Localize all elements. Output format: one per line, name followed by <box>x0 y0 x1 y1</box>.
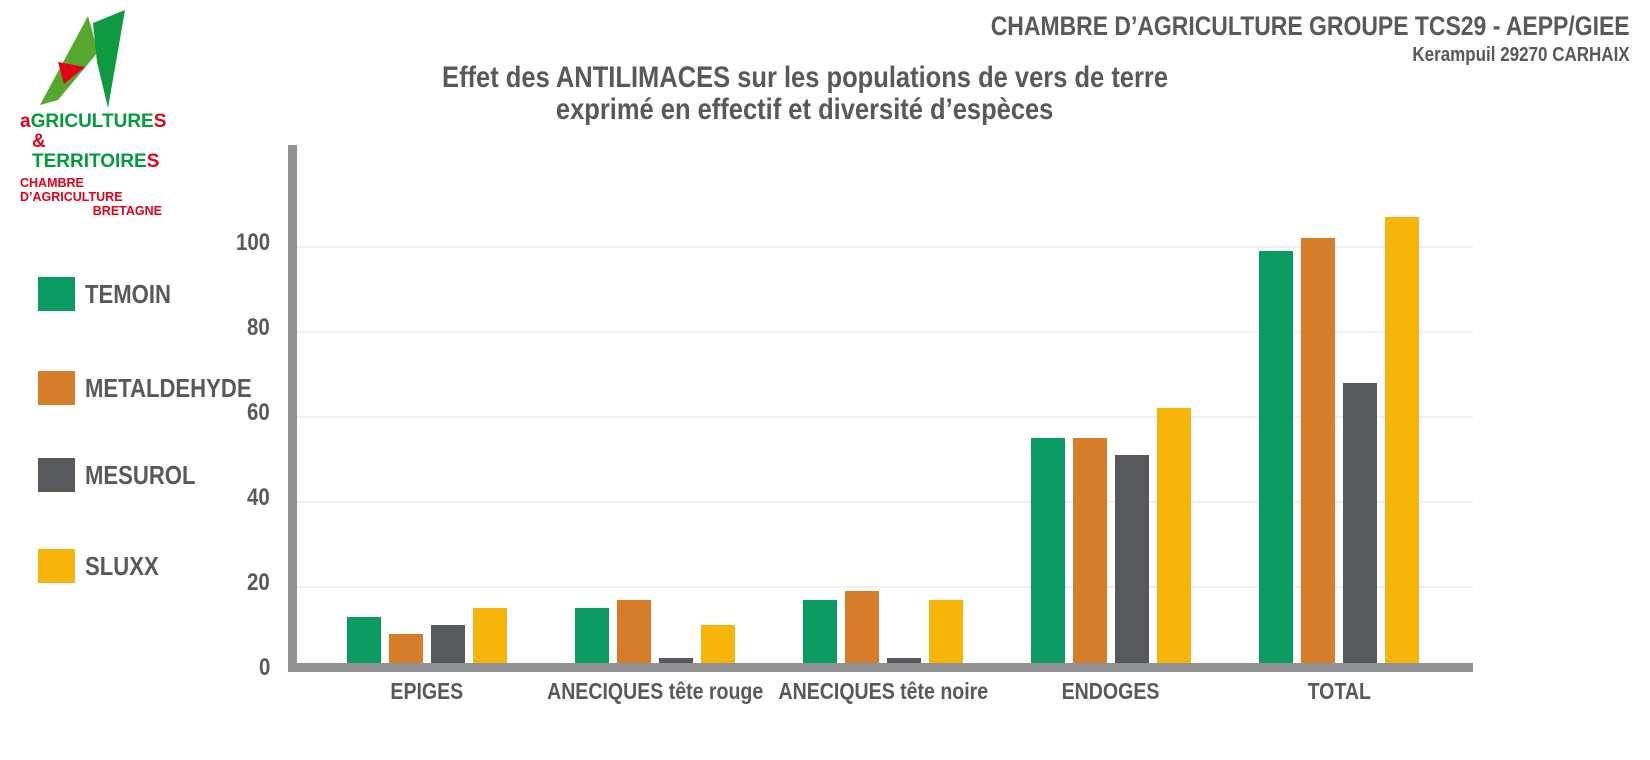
x-category-text: ANECIQUES tête noire <box>778 678 988 704</box>
legend-label-text: METALDEHYDE <box>85 373 252 403</box>
y-tick-label-0: 0 <box>180 655 270 681</box>
chart-title: Effet des ANTILIMACES sur les population… <box>300 62 1310 126</box>
y-tick-label-60: 60 <box>180 400 270 426</box>
bar-metaldehyde-1 <box>617 600 651 663</box>
y-tick-text: 0 <box>258 654 270 681</box>
logo-line-chambre: CHAMBRE D’AGRICULTURE <box>20 176 123 204</box>
bar-metaldehyde-0 <box>389 634 423 663</box>
bar-temoin-3 <box>1031 438 1065 663</box>
logo-line-territoires: & TERRITOIRES <box>20 132 162 172</box>
gridline-60 <box>297 416 1473 418</box>
bar-temoin-2 <box>803 600 837 663</box>
gridline-80 <box>297 331 1473 333</box>
chart-title-line1: Effet des ANTILIMACES sur les population… <box>442 61 1168 94</box>
legend-swatch-temoin <box>38 277 75 311</box>
y-tick-text: 20 <box>247 569 270 596</box>
logo-line1-main: GRICULTURE <box>30 111 154 132</box>
bar-metaldehyde-2 <box>845 591 879 663</box>
y-tick-label-80: 80 <box>180 315 270 341</box>
gridline-20 <box>297 586 1473 588</box>
x-category-label-4: TOTAL <box>1179 678 1499 704</box>
x-axis-line <box>288 663 1473 672</box>
y-tick-label-40: 40 <box>180 485 270 511</box>
bar-sluxx-4 <box>1385 217 1419 663</box>
bar-sluxx-1 <box>701 625 735 663</box>
y-tick-label-20: 20 <box>180 570 270 596</box>
x-category-label-1: ANECIQUES tête rouge <box>495 678 815 704</box>
legend-label-metaldehyde: METALDEHYDE <box>85 371 281 405</box>
gridline-40 <box>297 501 1473 503</box>
x-category-label-2: ANECIQUES tête noire <box>723 678 1043 704</box>
bar-sluxx-3 <box>1157 408 1191 663</box>
bar-mesurol-0 <box>431 625 465 663</box>
x-category-label-0: EPIGES <box>267 678 587 704</box>
x-category-label-3: ENDOGES <box>951 678 1271 704</box>
y-tick-label-100: 100 <box>180 230 270 256</box>
y-tick-text: 40 <box>247 484 270 511</box>
bar-temoin-0 <box>347 617 381 663</box>
bar-mesurol-1 <box>659 658 693 663</box>
logo-line1-prefix: a <box>20 111 31 132</box>
org-address: Kerampuil 29270 CARHAIX <box>1412 44 1630 66</box>
logo-line-agricultures: aGRICULTURES <box>20 111 166 132</box>
legend-label-text: SLUXX <box>85 551 159 581</box>
legend-label-text: MESUROL <box>85 460 196 490</box>
bar-mesurol-2 <box>887 658 921 663</box>
bar-temoin-1 <box>575 608 609 663</box>
logo-line2-prefix: & <box>32 131 46 152</box>
legend-swatch-mesurol <box>38 458 75 492</box>
chart-title-line2: exprimé en effectif et diversité d’espèc… <box>556 93 1054 126</box>
x-category-text: ENDOGES <box>1062 678 1160 704</box>
legend-swatch-metaldehyde <box>38 371 75 405</box>
org-name: CHAMBRE D’AGRICULTURE GROUPE TCS29 - AEP… <box>991 11 1630 41</box>
bar-metaldehyde-4 <box>1301 238 1335 663</box>
y-axis-line <box>288 145 297 672</box>
bar-mesurol-4 <box>1343 383 1377 663</box>
legend-label-mesurol: MESUROL <box>85 458 215 492</box>
bar-metaldehyde-3 <box>1073 438 1107 663</box>
logo-swoosh-shape <box>40 16 98 105</box>
legend-label-sluxx: SLUXX <box>85 549 172 583</box>
logo-mark-icon <box>40 10 125 108</box>
x-category-text: ANECIQUES tête rouge <box>546 678 764 704</box>
y-tick-text: 60 <box>247 399 270 426</box>
y-tick-text: 100 <box>235 229 270 256</box>
y-tick-text: 80 <box>247 314 270 341</box>
gridline-100 <box>297 246 1473 248</box>
x-category-text: EPIGES <box>390 678 464 704</box>
logo-line1-suffix: S <box>153 111 167 132</box>
bar-sluxx-0 <box>473 608 507 663</box>
legend-label-text: TEMOIN <box>85 279 171 309</box>
logo-stem-shape <box>93 10 125 108</box>
bar-mesurol-3 <box>1115 455 1149 663</box>
x-category-text: TOTAL <box>1307 678 1371 704</box>
logo-text: aGRICULTURES & TERRITOIRES CHAMBRE D’AGR… <box>20 111 166 219</box>
logo-line2-suffix: S <box>146 151 160 172</box>
logo-line2-main: TERRITOIRE <box>32 151 147 172</box>
logo-red-shape <box>58 62 85 84</box>
bar-temoin-4 <box>1259 251 1293 663</box>
legend-swatch-sluxx <box>38 549 75 583</box>
org-header: CHAMBRE D’AGRICULTURE GROUPE TCS29 - AEP… <box>878 10 1630 67</box>
bar-sluxx-2 <box>929 600 963 663</box>
legend-label-temoin: TEMOIN <box>85 277 186 311</box>
logo-line-bretagne: BRETAGNE <box>92 204 162 218</box>
